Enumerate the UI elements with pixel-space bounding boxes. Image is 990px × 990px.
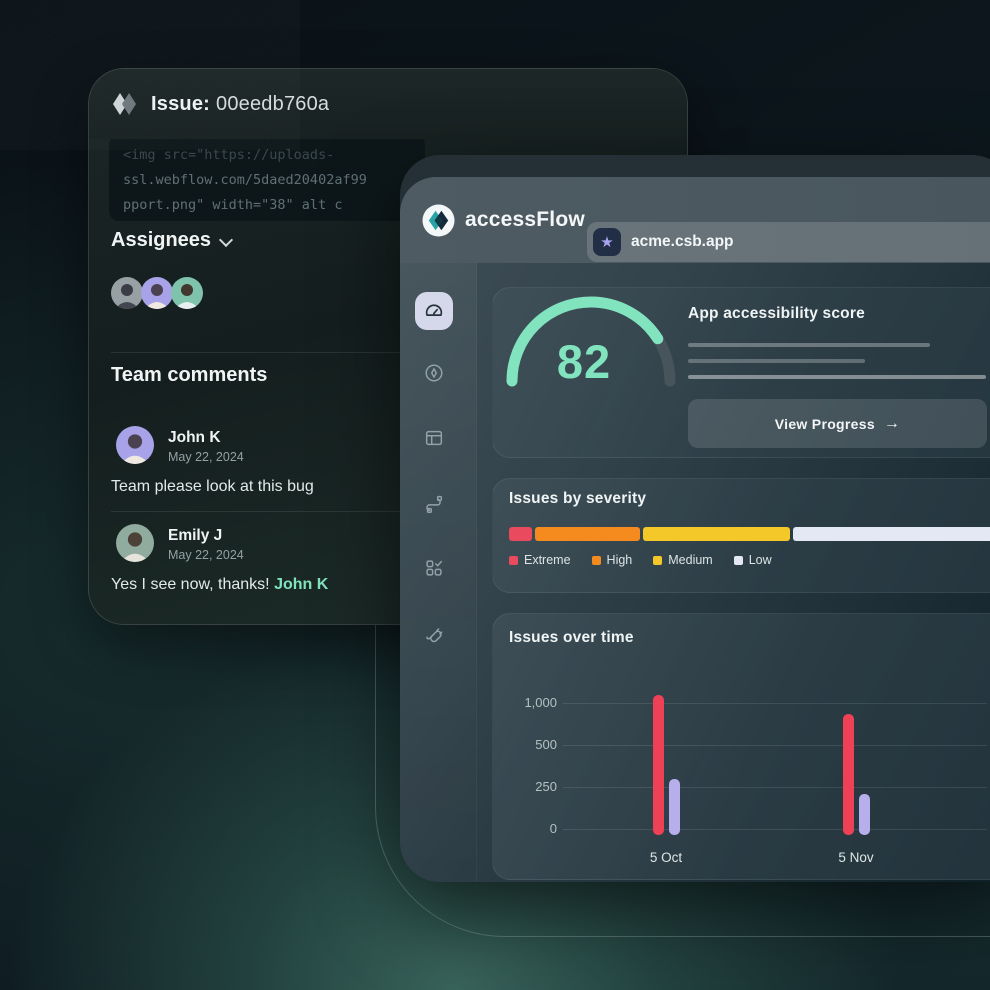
avatar[interactable] bbox=[116, 524, 154, 562]
issue-id: 00eedb760a bbox=[216, 92, 330, 115]
comment-text: Yes I see now, thanks! John K bbox=[111, 576, 328, 594]
y-axis-tick-label: 0 bbox=[549, 821, 557, 836]
app-body: 82 App accessibility score View Progress… bbox=[400, 263, 990, 882]
comment-text-value: Yes I see now, thanks! bbox=[111, 576, 275, 593]
user-mention[interactable]: John K bbox=[274, 576, 329, 593]
url-text[interactable]: acme.csb.app bbox=[631, 233, 734, 250]
accessflow-window: accessFlow ★ acme.csb.app bbox=[400, 155, 990, 882]
code-line: pport.png" width="38" alt c bbox=[123, 197, 343, 213]
issue-title: Issue: 00eedb760a bbox=[151, 93, 329, 116]
view-progress-button[interactable]: View Progress → bbox=[688, 399, 987, 448]
assignees-heading-label: Assignees bbox=[111, 229, 212, 251]
legend-swatch bbox=[509, 555, 518, 565]
skeleton-line bbox=[688, 375, 986, 379]
flows-icon[interactable] bbox=[423, 493, 445, 515]
comments-heading-label: Team comments bbox=[111, 364, 268, 386]
avatar[interactable] bbox=[171, 277, 203, 309]
brand: accessFlow bbox=[422, 203, 585, 237]
app-header: accessFlow ★ acme.csb.app bbox=[400, 177, 990, 263]
issues-over-time-card: Issues over time 0 250 500 1,000 5 Oct 5 Nov bbox=[492, 613, 990, 880]
severity-segment-extreme bbox=[509, 527, 532, 541]
skeleton-line bbox=[688, 359, 865, 363]
time-card-title: Issues over time bbox=[509, 629, 634, 646]
code-snippet: <img src="https://uploads- ssl.webflow.c… bbox=[109, 135, 425, 221]
sidebar-item-dashboard[interactable] bbox=[415, 292, 453, 330]
issue-window-header: Issue: 00eedb760a bbox=[89, 69, 687, 139]
severity-card-title: Issues by severity bbox=[509, 490, 647, 507]
url-bar[interactable]: ★ acme.csb.app bbox=[587, 222, 990, 262]
severity-segment-low bbox=[793, 527, 990, 541]
comment-author[interactable]: Emily J bbox=[168, 527, 223, 544]
legend-item-low: Low bbox=[733, 553, 772, 567]
score-card-title: App accessibility score bbox=[688, 305, 865, 322]
severity-segment-high bbox=[535, 527, 640, 541]
score-value: 82 bbox=[556, 335, 612, 388]
assignees-heading[interactable]: Assignees bbox=[111, 229, 232, 252]
speedometer-icon bbox=[425, 304, 443, 316]
legend-item-medium: Medium bbox=[653, 553, 713, 567]
bar-series-red-5-nov bbox=[843, 713, 854, 835]
gridline bbox=[563, 829, 987, 830]
severity-card: Issues by severity Extreme High Medium Low bbox=[492, 478, 990, 593]
code-line: <img src="https://uploads- bbox=[123, 147, 335, 163]
y-axis-tick-label: 250 bbox=[535, 779, 557, 794]
y-axis-tick-label: 1,000 bbox=[524, 695, 557, 710]
x-axis-label: 5 Oct bbox=[649, 850, 683, 865]
tasks-icon[interactable] bbox=[423, 557, 445, 579]
avatar[interactable] bbox=[111, 277, 143, 309]
comment-author[interactable]: John K bbox=[168, 429, 221, 446]
gridline bbox=[563, 703, 987, 704]
legend-swatch bbox=[653, 555, 663, 565]
comment-text-value: Team please look at this bug bbox=[111, 478, 314, 495]
assignee-avatars bbox=[111, 277, 203, 309]
skeleton-line bbox=[688, 343, 930, 347]
gem-logo-icon bbox=[113, 93, 136, 115]
comment-date: May 22, 2024 bbox=[168, 450, 244, 464]
gridline bbox=[563, 745, 987, 746]
code-line: ssl.webflow.com/5daed20402af99 bbox=[123, 172, 367, 188]
x-axis-label: 5 Nov bbox=[838, 850, 874, 865]
bar-series-purple-5-nov bbox=[859, 793, 870, 835]
avatar[interactable] bbox=[116, 426, 154, 464]
y-axis-tick-label: 500 bbox=[535, 737, 557, 752]
divider bbox=[111, 511, 665, 512]
legend-swatch bbox=[591, 555, 601, 565]
legend-label: Extreme bbox=[524, 553, 571, 567]
legend-label: Low bbox=[748, 553, 772, 567]
legend-swatch bbox=[733, 555, 743, 565]
divider bbox=[111, 352, 665, 353]
score-card: 82 App accessibility score View Progress… bbox=[492, 287, 990, 458]
sidebar bbox=[400, 263, 477, 882]
bar-series-purple-5-oct bbox=[669, 778, 680, 835]
issue-title-label: Issue: bbox=[151, 92, 211, 115]
plug-icon[interactable] bbox=[423, 623, 445, 645]
comment-text: Team please look at this bug bbox=[111, 478, 314, 496]
comment-date: May 22, 2024 bbox=[168, 548, 244, 562]
bookmark-star-icon[interactable]: ★ bbox=[593, 228, 621, 256]
severity-segment-medium bbox=[643, 527, 790, 541]
compass-icon[interactable] bbox=[423, 362, 445, 384]
comments-heading: Team comments bbox=[111, 364, 267, 387]
legend-item-high: High bbox=[591, 553, 633, 567]
arrow-right-icon: → bbox=[883, 414, 901, 432]
accessflow-logo-icon bbox=[422, 203, 455, 237]
layout-icon[interactable] bbox=[423, 427, 445, 449]
legend-label: High bbox=[606, 553, 633, 567]
chevron-down-icon[interactable] bbox=[221, 233, 232, 244]
severity-legend: Extreme High Medium Low bbox=[509, 553, 772, 567]
severity-stacked-bar bbox=[509, 527, 990, 541]
gridline bbox=[563, 787, 987, 788]
bar-series-red-5-oct bbox=[653, 694, 664, 835]
brand-name: accessFlow bbox=[465, 208, 585, 231]
legend-item-extreme: Extreme bbox=[509, 553, 571, 567]
avatar[interactable] bbox=[141, 277, 173, 309]
view-progress-label: View Progress bbox=[774, 415, 875, 432]
legend-label: Medium bbox=[668, 553, 713, 567]
score-gauge bbox=[506, 296, 676, 387]
